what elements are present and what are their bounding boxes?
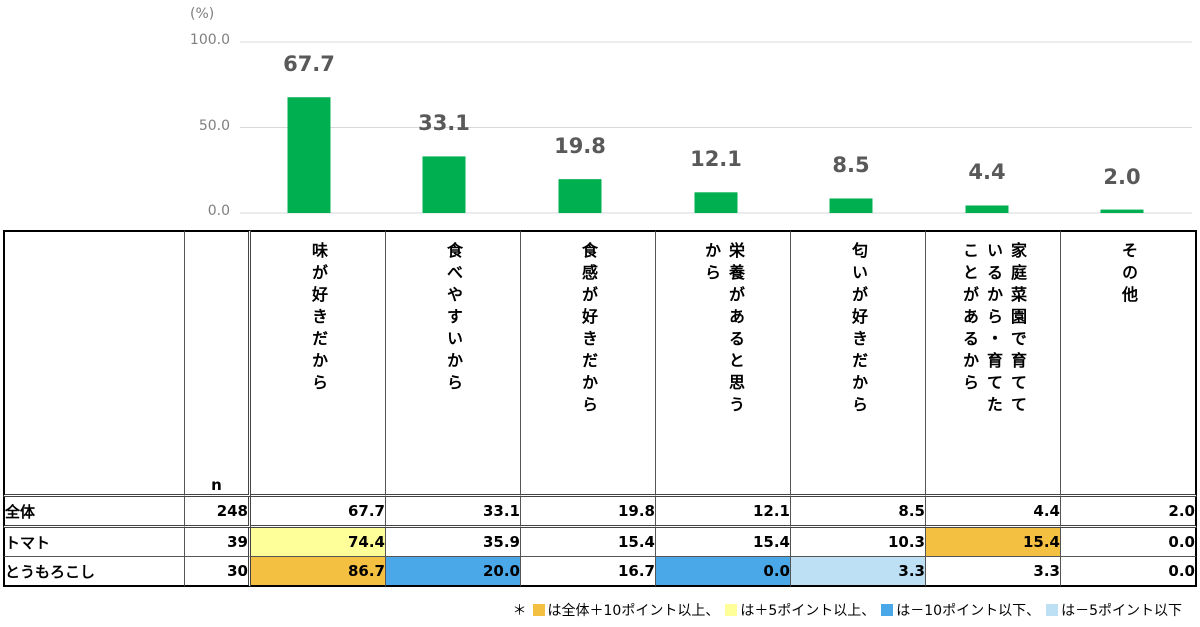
legend-swatch (881, 604, 894, 616)
row-n: 30 (185, 557, 251, 587)
table-row: 全体 248 67.7 33.1 19.8 12.1 8.5 4.4 2.0 (3, 497, 1197, 528)
bar-value-label: 19.8 (554, 134, 606, 159)
table-cell: 74.4 (251, 528, 386, 557)
bar (965, 205, 1009, 213)
table-cell: 35.9 (386, 528, 521, 557)
row-n: 248 (185, 497, 251, 528)
y-tick-label: 100.0 (189, 32, 230, 48)
legend-text: は－5ポイント以下 (1061, 603, 1182, 619)
table-cell: 10.3 (791, 528, 926, 557)
column-header-line: 家庭菜園で育てて (1008, 242, 1027, 418)
column-header: 家庭菜園で育てて いるから・育てた ことがあるから (926, 230, 1061, 497)
column-header-line: 匂いが好きだから (849, 242, 868, 418)
legend-text: は全体＋10ポイント以上、 (547, 603, 720, 619)
bar (694, 192, 738, 213)
column-header: 栄養があると思う から (656, 230, 791, 497)
legend-text: は－10ポイント以下、 (896, 603, 1041, 619)
bar-value-label: 33.1 (418, 111, 470, 136)
breakdown-table: n 味が好きだから 食べやすいから 食感が好きだから 栄養があると思う から 匂いが好きだか… (3, 230, 1197, 587)
table-cell: 0.0 (1061, 528, 1197, 557)
column-header-line: から (702, 242, 721, 286)
table-cell: 0.0 (1061, 557, 1197, 587)
legend-swatch (532, 604, 545, 616)
table-cell: 15.4 (521, 528, 656, 557)
bar (422, 156, 466, 213)
bar-chart (240, 41, 1192, 214)
bar (287, 97, 331, 213)
highlight-legend: ＊ は全体＋10ポイント以上、 は＋5ポイント以上、 は－10ポイント以下、 は－5ポイ… (513, 600, 1183, 620)
row-label: 全体 (3, 497, 185, 528)
footnote-marker: ＊ (512, 603, 527, 619)
column-header-line: 栄養があると思う (726, 242, 745, 418)
column-header-line: ことがあるから (960, 242, 979, 396)
legend-swatch (1046, 604, 1059, 616)
bar (1100, 209, 1144, 213)
n-header: n (185, 230, 251, 497)
bar-value-label: 8.5 (832, 153, 870, 178)
table-cell: 3.3 (926, 557, 1061, 587)
row-label-header-cell (3, 230, 185, 497)
bar-value-label: 12.1 (690, 147, 742, 172)
y-axis-unit-label: (%) (190, 6, 215, 22)
row-n: 39 (185, 528, 251, 557)
table-cell: 67.7 (251, 497, 386, 528)
y-tick-label: 0.0 (207, 203, 230, 219)
table-row: トマト 39 74.4 35.9 15.4 15.4 10.3 15.4 0.0 (3, 528, 1197, 557)
column-header-line: 味が好きだから (309, 242, 328, 396)
legend-text: は＋5ポイント以上、 (740, 603, 876, 619)
row-label: とうもろこし (3, 557, 185, 587)
table-cell: 3.3 (791, 557, 926, 587)
column-header: その他 (1061, 230, 1197, 497)
table-cell: 0.0 (656, 557, 791, 587)
y-tick-label: 50.0 (198, 117, 230, 134)
column-header-line: その他 (1119, 242, 1138, 308)
legend-swatch (725, 604, 738, 616)
column-header-line: いるから・育てた (984, 242, 1003, 418)
table-cell: 8.5 (791, 497, 926, 528)
table-cell: 16.7 (521, 557, 656, 587)
table-cell: 2.0 (1061, 497, 1197, 528)
bar-value-label: 4.4 (968, 160, 1006, 185)
bar-value-label: 67.7 (283, 52, 335, 77)
column-header: 匂いが好きだから (791, 230, 926, 497)
column-header: 食感が好きだから (521, 230, 656, 497)
table-cell: 33.1 (386, 497, 521, 528)
column-header-line: 食べやすいから (444, 242, 463, 396)
bar (829, 198, 873, 213)
table-row: とうもろこし 30 86.7 20.0 16.7 0.0 3.3 3.3 0.0 (3, 557, 1197, 587)
bar (558, 179, 602, 213)
table-cell: 12.1 (656, 497, 791, 528)
table-cell: 86.7 (251, 557, 386, 587)
table-cell: 15.4 (926, 528, 1061, 557)
table-cell: 15.4 (656, 528, 791, 557)
table-cell: 4.4 (926, 497, 1061, 528)
column-header-line: 食感が好きだから (579, 242, 598, 418)
column-header: 味が好きだから (251, 230, 386, 497)
bar-value-label: 2.0 (1103, 164, 1141, 189)
table-cell: 19.8 (521, 497, 656, 528)
table-cell: 20.0 (386, 557, 521, 587)
column-header: 食べやすいから (386, 230, 521, 497)
row-label: トマト (3, 528, 185, 557)
